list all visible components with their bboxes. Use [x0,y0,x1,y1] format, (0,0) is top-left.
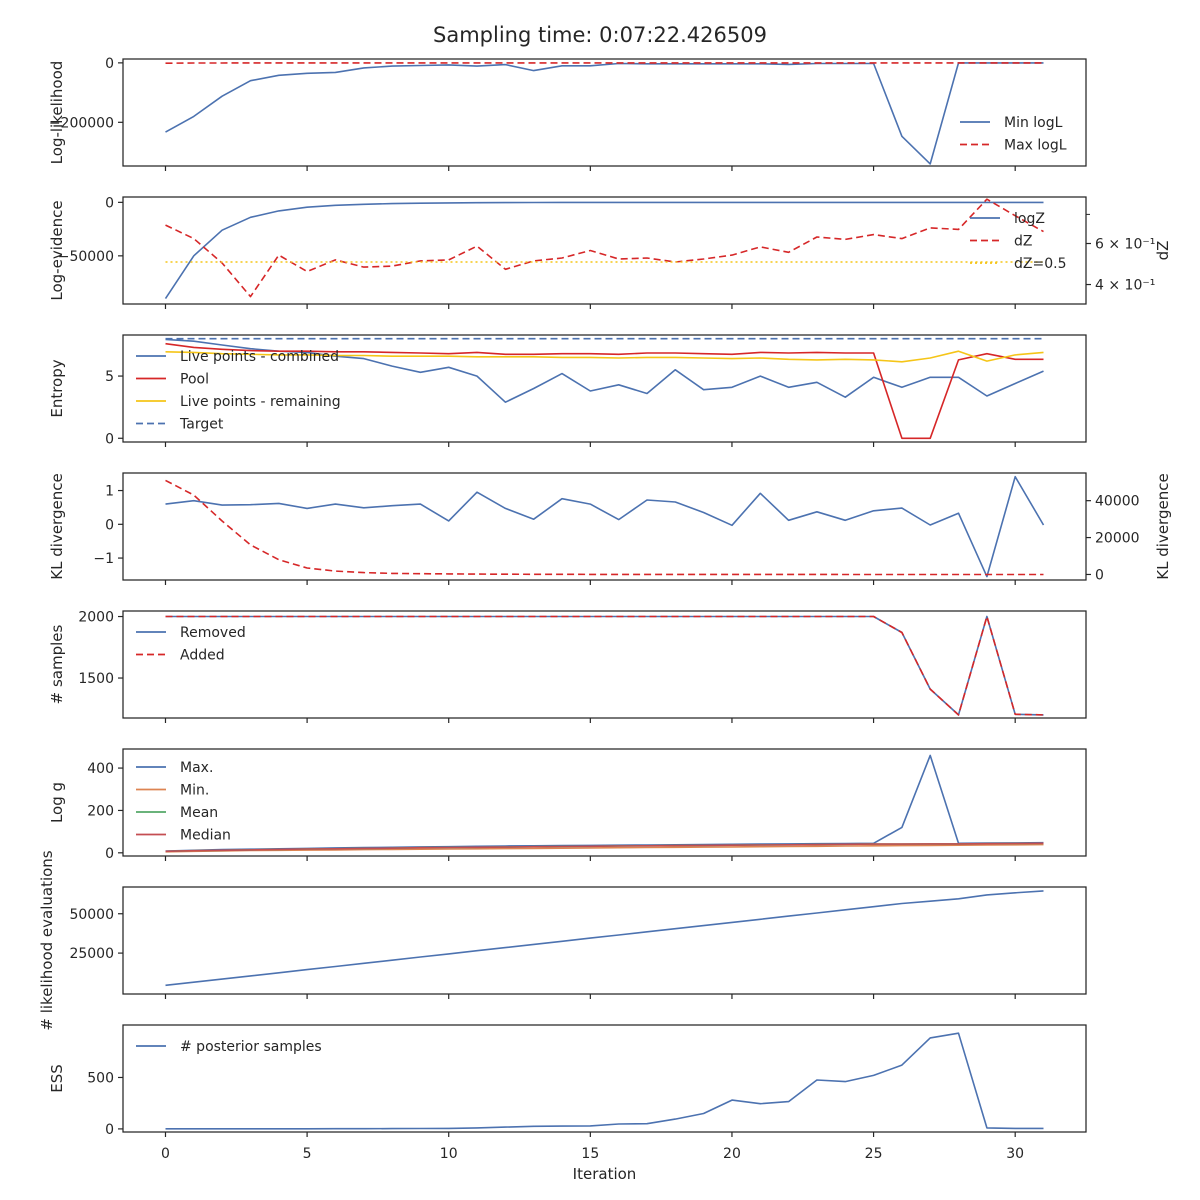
series-line-min-logl [165,62,1044,165]
y-tick-label: 500 [87,1070,114,1086]
legend-label: logZ [1014,211,1045,227]
y-tick-label: 0 [105,431,114,447]
plot-frame [122,1024,1087,1133]
y-tick-label: 0 [105,195,114,211]
legend: # posterior samples [136,1039,322,1055]
figure-title: Sampling time: 0:07:22.426509 [433,23,767,47]
y-tick-label: 0 [105,517,114,533]
legend-label: # posterior samples [180,1039,322,1055]
legend-label: Min. [180,783,209,799]
y-tick-label: 200 [87,803,114,819]
legend: logZ dZ dZ=0.5 [970,211,1066,272]
legend-label: dZ [1014,234,1032,250]
y-tick-label: 400 [87,761,114,777]
legend-label: Max. [180,760,213,776]
y-right-axis-label: dZ [1154,241,1172,261]
series-line-median [165,842,1044,853]
y-tick-label: 50000 [69,907,114,923]
series-line-subplot4-0 [165,475,1045,578]
plot-frame [122,748,1087,857]
x-tick-label: 5 [303,1146,312,1162]
legend-label: Median [180,828,231,844]
legend: Min logL Max logL [960,115,1067,154]
y-tick-label: 1 [105,484,114,500]
legend-label: Min logL [1004,115,1063,131]
subplot-5: 2000 1500 # samples Removed Added [48,610,1087,723]
series-line-subplot4-1 [165,479,1044,576]
series-line-posterior-samples [165,1032,1044,1130]
legend: Max. Min. Mean Median [136,760,231,844]
x-tick-label: 15 [581,1146,599,1162]
plot-frame [122,472,1087,581]
legend-label: Pool [180,372,209,388]
y-axis-label: Log-likelihood [48,61,66,165]
y-axis-label: KL divergence [48,473,66,579]
y-tick-label: 1500 [78,671,114,687]
x-axis-label: Iteration [573,1165,637,1183]
legend-label: Removed [180,625,246,641]
plot-frame [122,196,1087,305]
y-tick-label: −200000 [49,115,114,131]
legend-label: Max logL [1004,138,1067,154]
x-tick-label: 25 [865,1146,883,1162]
y-tick-label: 25000 [69,946,114,962]
series-line-pool [165,342,1044,440]
y-axis-label: ESS [48,1064,66,1093]
plot-frame [122,610,1087,719]
plot-frame [122,334,1087,443]
plot-frame [122,886,1087,995]
series-line-subplot7-0 [165,890,1044,987]
y-right-tick-label: 6 × 10⁻¹ [1095,237,1155,253]
y-tick-label: 5 [105,369,114,385]
legend: Removed Added [136,625,246,664]
series-line-added [165,615,1044,716]
plot-frame [122,58,1087,167]
series-line-min [165,843,1044,853]
legend-label: Target [179,417,224,433]
y-axis-label: Entropy [48,359,66,417]
x-tick-label: 0 [161,1146,170,1162]
x-tick-label: 10 [440,1146,458,1162]
y-tick-label: 0 [105,56,114,72]
series-line-logz [164,201,1044,300]
y-right-tick-label: 0 [1095,567,1104,583]
y-right-axis-label: KL divergence [1154,473,1172,579]
subplot-6: 400 200 0 Log g Max. Min. Mean Median [48,748,1087,862]
legend-label: Mean [180,805,218,821]
y-tick-label: 0 [105,1122,114,1138]
y-axis-label: Log g [48,782,66,823]
y-axis-label: Log-evidence [48,200,66,300]
subplot-8: 500 0 0 5 10 15 20 25 30 ESS # posterior samples [48,1024,1087,1162]
y-axis-label: # likelihood evaluations [38,850,56,1030]
subplot-4: 1 0 −1 40000 20000 0 KL divergence KL divergenc… [48,472,1172,585]
x-tick-label: 30 [1006,1146,1024,1162]
x-tick-label: 20 [723,1146,741,1162]
series-line-max [165,754,1044,852]
y-right-tick-label: 40000 [1095,494,1140,510]
y-right-tick-label: 20000 [1095,531,1140,547]
subplot-7: 50000 25000 # likelihood evaluations [38,850,1087,1031]
legend-label: Live points - remaining [180,394,341,410]
series-line-live-points-remaining [165,350,1044,363]
legend-label: Live points - combined [180,349,339,365]
y-right-tick-label: 4 × 10⁻¹ [1095,278,1155,294]
y-tick-label: −1 [93,551,114,567]
legend-label: Added [180,648,225,664]
y-tick-label: 0 [105,846,114,862]
series-line-live-points-combined [165,338,1044,404]
y-tick-label: 2000 [78,610,114,626]
y-tick-label: −50000 [58,249,114,265]
series-line-dz [165,198,1044,298]
legend: Live points - combined Pool Live points - … [136,349,341,433]
series-line-removed [165,615,1044,716]
y-axis-label: # samples [48,624,66,704]
legend-label: dZ=0.5 [1014,256,1066,272]
